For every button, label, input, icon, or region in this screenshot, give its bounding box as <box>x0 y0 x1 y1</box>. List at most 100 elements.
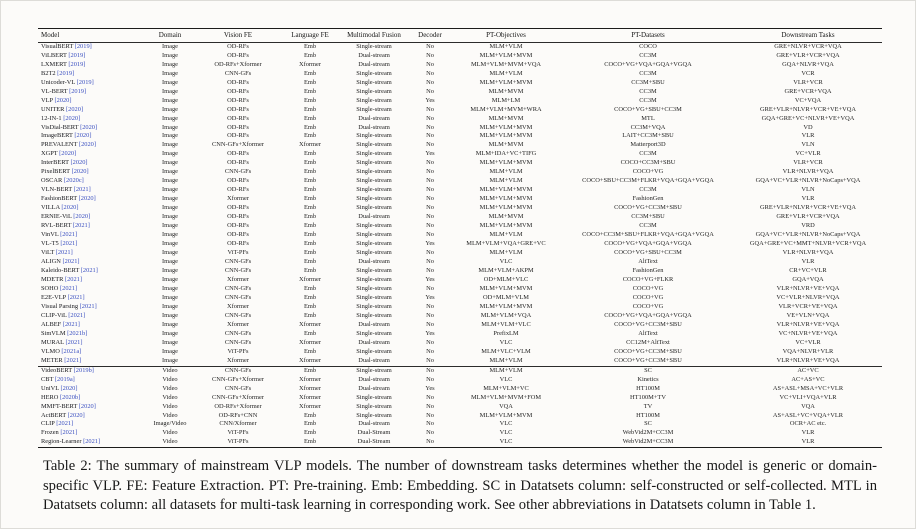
citation-link[interactable]: [2020] <box>78 402 96 410</box>
citation-link[interactable]: [2019] <box>57 69 75 77</box>
citation-link[interactable]: [2020] <box>61 204 79 212</box>
citation-link[interactable]: [2019] <box>69 87 87 95</box>
citation-link[interactable]: [2021] <box>73 186 91 194</box>
cell-domain: Video <box>162 384 178 392</box>
citation-link[interactable]: [2021] <box>79 302 97 310</box>
citation-link[interactable]: [2021] <box>68 311 86 319</box>
cell-downstream-tasks: VD <box>803 123 813 131</box>
citation-link[interactable]: [2019b] <box>73 366 94 374</box>
citation-link[interactable]: [2021] <box>64 356 82 364</box>
cell-pt-objectives: VLC <box>499 375 513 383</box>
cell-domain: Image <box>162 240 178 248</box>
citation-link[interactable]: [2021] <box>60 429 78 437</box>
citation-link[interactable]: [2019a] <box>54 375 75 383</box>
cell-vision-fe: CNN-GFs+Xformer <box>212 141 264 149</box>
citation-link[interactable]: [2020] <box>80 123 98 131</box>
cell-pt-objectives: MLM+VLM+MVM <box>479 222 533 230</box>
citation-link[interactable]: [2021b] <box>67 329 88 337</box>
citation-link[interactable]: [2020] <box>67 411 85 419</box>
citation-link[interactable]: [2019] <box>74 42 92 50</box>
table-row: ImageBERT [2020] Image OD-RFs Emb Single-str… <box>38 132 882 141</box>
cell-pt-objectives: MLM+VLM+MVM <box>479 132 533 140</box>
citation-link[interactable]: [2021] <box>67 293 85 301</box>
citation-link[interactable]: [2020] <box>66 105 84 113</box>
citation-link[interactable]: [2019] <box>76 78 94 86</box>
citation-link[interactable]: [2021] <box>55 249 73 257</box>
table-row: ViLBERT [2019] Image OD-RFs Emb Dual-stream N… <box>38 52 882 61</box>
cell-decoder: No <box>426 249 434 257</box>
citation-link[interactable]: [2021] <box>60 231 78 239</box>
citation-link[interactable]: [2021] <box>60 284 78 292</box>
cell-multimodal-fusion: Single-stream <box>356 275 392 283</box>
table-row: ALBEF [2021] Image Xformer Xformer Dual-stre… <box>38 321 882 330</box>
citation-link[interactable]: [2020] <box>71 168 89 176</box>
column-header-domain: Domain <box>158 30 182 39</box>
citation-link[interactable]: [2021a] <box>61 347 82 355</box>
citation-link[interactable]: [2020] <box>73 213 91 221</box>
citation-link[interactable]: [2019] <box>68 60 86 68</box>
cell-downstream-tasks: VLR+NLVR+VE+VQA <box>776 284 840 292</box>
cell-language-fe: Xformer <box>298 60 321 68</box>
cell-pt-objectives: MLM+VLM+VQA+GRE+VC <box>466 240 546 248</box>
cell-downstream-tasks: GRE+NLVR+VCR+VQA <box>774 42 842 50</box>
citation-link[interactable]: [2020c] <box>63 177 84 185</box>
citation-link[interactable]: [2020] <box>70 159 88 167</box>
cell-decoder: No <box>426 302 434 310</box>
cell-domain: Image <box>162 168 178 176</box>
cell-domain: Image <box>162 150 178 158</box>
citation-link[interactable]: [2019] <box>68 51 86 59</box>
cell-multimodal-fusion: Single-stream <box>356 168 392 176</box>
model-cell: MMFT-BERT [2020] <box>38 402 146 411</box>
citation-link[interactable]: [2020b] <box>60 393 81 401</box>
cell-pt-objectives: MLM+VLM <box>489 366 523 374</box>
citation-link[interactable]: [2021] <box>56 420 74 428</box>
citation-link[interactable]: [2020] <box>60 384 78 392</box>
cell-domain: Image <box>162 249 178 257</box>
citation-link[interactable]: [2021] <box>80 267 98 274</box>
cell-decoder: No <box>426 231 434 239</box>
citation-link[interactable]: [2021] <box>64 275 83 283</box>
cell-multimodal-fusion: Dual-stream <box>358 384 390 392</box>
citation-link[interactable]: [2020] <box>78 195 96 203</box>
cell-pt-datasets: AltText <box>638 258 658 266</box>
cell-language-fe: Xformer <box>298 320 321 328</box>
citation-link[interactable]: [2020] <box>59 150 77 158</box>
table-row: SOHO [2021] Image CNN-GFs Emb Single-stream N… <box>38 285 882 294</box>
model-name: VL-T5 <box>41 240 61 248</box>
citation-link[interactable]: [2020] <box>54 96 72 104</box>
cell-multimodal-fusion: Single-stream <box>356 150 392 158</box>
citation-link[interactable]: [2021] <box>72 222 90 230</box>
cell-language-fe: Emb <box>303 159 317 167</box>
citation-link[interactable]: [2021] <box>65 338 83 346</box>
model-cell: PixelBERT [2020] <box>38 168 146 177</box>
cell-vision-fe: OD-RFs <box>227 231 249 239</box>
model-cell: SimVLM [2021b] <box>38 330 146 339</box>
cell-domain: Image <box>162 213 178 221</box>
cell-decoder: No <box>426 402 434 410</box>
cell-language-fe: Emb <box>303 258 317 266</box>
citation-link[interactable]: [2020] <box>78 141 96 149</box>
cell-pt-objectives: MLM+VLM+AKPM <box>478 267 534 274</box>
cell-downstream-tasks: GQA+VQA <box>792 275 824 283</box>
cell-language-fe: Emb <box>303 204 317 212</box>
cell-multimodal-fusion: Single-stream <box>356 195 392 203</box>
citation-link[interactable]: [2020] <box>63 114 81 122</box>
citation-link[interactable]: [2020] <box>74 132 92 140</box>
cell-downstream-tasks: GRE+VLR+VCR+VQA <box>776 213 840 221</box>
image-models-section: VisualBERT [2019] Image OD-RFs Emb Single-st… <box>38 42 882 367</box>
cell-downstream-tasks: GRE+VLR+VCR+VQA <box>776 51 840 59</box>
cell-vision-fe: OD-RFs <box>227 87 249 95</box>
column-header-pt-objectives: PT-Objectives <box>486 30 526 39</box>
cell-pt-datasets: FashionGen <box>632 195 664 203</box>
citation-link[interactable]: [2021] <box>83 438 101 446</box>
citation-link[interactable]: [2021] <box>60 240 78 248</box>
cell-pt-objectives: MLM+VLM <box>489 249 523 257</box>
model-name: CLIP-ViL <box>41 311 69 319</box>
model-cell: 12-IN-1 [2020] <box>38 114 146 123</box>
citation-link[interactable]: [2021] <box>62 258 80 266</box>
cell-domain: Image <box>162 177 178 185</box>
citation-link[interactable]: [2021] <box>62 320 80 328</box>
cell-decoder: Yes <box>425 240 435 248</box>
cell-pt-datasets: HT100M+TV <box>630 393 666 401</box>
cell-downstream-tasks: VLR+NLVR+VE+VQA <box>776 320 840 328</box>
